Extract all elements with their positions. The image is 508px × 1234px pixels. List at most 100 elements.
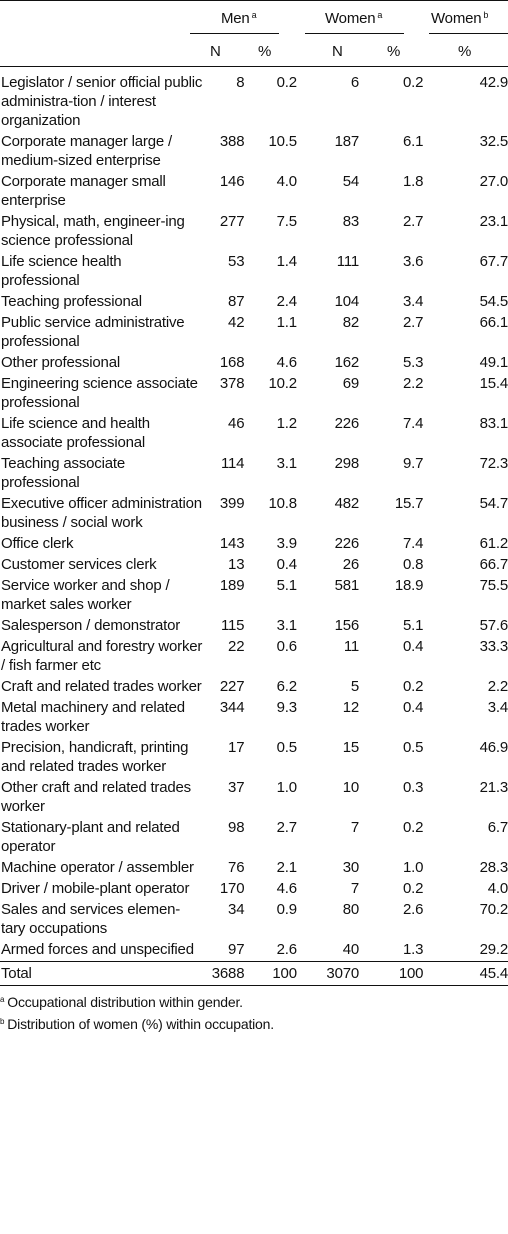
women-share-cell: 57.6 [479, 617, 508, 634]
table-body: Legislator / senior official public admi… [0, 67, 508, 961]
women-n-cell: 26 [342, 556, 359, 573]
men-pct-cell: 10.2 [268, 375, 297, 392]
men-pct-cell: 3.1 [276, 617, 297, 634]
men-pct-cell: 0.6 [276, 638, 297, 655]
men-n-header: N [210, 43, 221, 60]
women-pct-cell: 3.4 [403, 293, 424, 310]
men-n-cell: 8 [236, 74, 245, 91]
women-n-cell: 40 [342, 941, 359, 958]
women-pct-cell: 3.6 [403, 253, 424, 270]
footnote-a-text: Occupational distribution within gender. [7, 994, 243, 1010]
women-n-cell: 11 [343, 638, 359, 655]
women-pct-cell: 6.1 [403, 133, 424, 150]
women-pct-cell: 0.2 [403, 678, 424, 695]
women-n-cell: 581 [334, 577, 360, 594]
women-share-cell: 66.1 [479, 314, 508, 331]
women-n-cell: 104 [334, 293, 360, 310]
footnote-a-mark: a [0, 995, 5, 1004]
women-pct-cell: 7.4 [403, 535, 424, 552]
total-men-pct: 100 [272, 965, 297, 982]
women-pct-cell: 2.6 [403, 901, 424, 918]
table-total: Total 3688 100 3070 100 45.4 [0, 961, 508, 986]
occupation-cell: Other craft and related trades worker [1, 779, 191, 815]
women-share-pct-header: % [458, 43, 472, 60]
table-row: Stationary-plant and related operator 98 2… [0, 818, 508, 858]
table-row: Service worker and shop / market sales w… [0, 576, 508, 616]
men-n-cell: 97 [228, 941, 245, 958]
footnote-a: a Occupational distribution within gender… [0, 990, 508, 1012]
women-pct-cell: 2.7 [403, 213, 424, 230]
men-n-cell: 34 [228, 901, 245, 918]
women-share-cell: 27.0 [479, 173, 508, 190]
women-n-cell: 482 [334, 495, 360, 512]
men-n-cell: 53 [228, 253, 245, 270]
table-row: Public service administrative profession… [0, 313, 508, 353]
women-pct-cell: 0.3 [403, 779, 424, 796]
men-n-cell: 42 [228, 314, 245, 331]
men-n-cell: 46 [228, 415, 245, 432]
men-group-rule [190, 33, 279, 34]
men-pct-cell: 4.6 [276, 354, 297, 371]
women-n-cell: 156 [334, 617, 360, 634]
men-pct-cell: 3.1 [276, 455, 297, 472]
men-pct-cell: 9.3 [276, 699, 297, 716]
women-pct-header: % [387, 43, 401, 60]
women-share-header: Women b [431, 6, 488, 28]
men-n-cell: 189 [219, 577, 245, 594]
men-pct-header: % [258, 43, 272, 60]
women-pct-cell: 0.8 [403, 556, 424, 573]
men-n-cell: 344 [219, 699, 245, 716]
women-share-cell: 2.2 [487, 678, 508, 695]
women-pct-cell: 0.2 [403, 880, 424, 897]
men-pct-cell: 1.1 [276, 314, 297, 331]
total-label: Total [1, 965, 32, 982]
women-n-cell: 7 [350, 880, 359, 897]
women-pct-cell: 0.4 [403, 699, 424, 716]
men-pct-cell: 7.5 [276, 213, 297, 230]
table-row: Executive officer administration busines… [0, 494, 508, 534]
women-n-cell: 30 [342, 859, 359, 876]
men-n-cell: 87 [228, 293, 245, 310]
table-row: Legislator / senior official public admi… [0, 73, 508, 132]
women-share-header-label: Women [431, 10, 482, 27]
women-share-cell: 61.2 [479, 535, 508, 552]
men-n-cell: 17 [228, 739, 245, 756]
occupation-cell: Office clerk [1, 535, 74, 552]
women-pct-cell: 1.3 [403, 941, 424, 958]
table-row: Other professional 168 4.6 162 5.3 49.1 [0, 353, 508, 374]
women-n-cell: 15 [342, 739, 359, 756]
women-n-cell: 298 [334, 455, 360, 472]
table-row: Office clerk 143 3.9 226 7.4 61.2 [0, 534, 508, 555]
women-n-cell: 54 [342, 173, 359, 190]
occupation-table-figure: Men a Women a Women b N % N % % Legislator … [0, 0, 508, 1032]
women-n-header: N [332, 43, 343, 60]
women-n-cell: 162 [334, 354, 360, 371]
men-n-cell: 115 [221, 617, 245, 634]
women-header: Women a [325, 6, 382, 28]
men-pct-cell: 2.6 [276, 941, 297, 958]
women-n-cell: 10 [342, 779, 359, 796]
men-pct-cell: 4.6 [276, 880, 297, 897]
women-share-cell: 28.3 [479, 859, 508, 876]
women-header-footnote-mark: a [377, 10, 383, 20]
table-row: Life science health professional 53 1.4 111… [0, 252, 508, 292]
women-n-cell: 187 [334, 133, 360, 150]
table-header: Men a Women a Women b N % N % % [0, 1, 508, 66]
women-header-label: Women [325, 10, 376, 27]
table-row: Salesperson / demonstrator 115 3.1 156 5.1 57… [0, 616, 508, 637]
women-share-cell: 23.1 [479, 213, 508, 230]
footnote-b-text: Distribution of women (%) within occupat… [7, 1016, 274, 1032]
women-n-cell: 82 [342, 314, 359, 331]
table-row: Sales and services elemen-tary occupatio… [0, 900, 508, 940]
men-pct-cell: 2.7 [276, 819, 297, 836]
total-women-pct: 100 [398, 965, 424, 982]
occupation-cell: Legislator / senior official public admi… [1, 74, 203, 129]
occupation-cell: Engineering science associate profession… [1, 375, 198, 411]
men-pct-cell: 10.5 [268, 133, 297, 150]
women-n-cell: 111 [336, 253, 359, 270]
table-row: Corporate manager large / medium-sized e… [0, 132, 508, 172]
women-pct-cell: 5.1 [403, 617, 424, 634]
women-n-cell: 5 [350, 678, 359, 695]
total-women-n: 3070 [326, 965, 359, 982]
women-share-header-footnote-mark: b [483, 10, 489, 20]
